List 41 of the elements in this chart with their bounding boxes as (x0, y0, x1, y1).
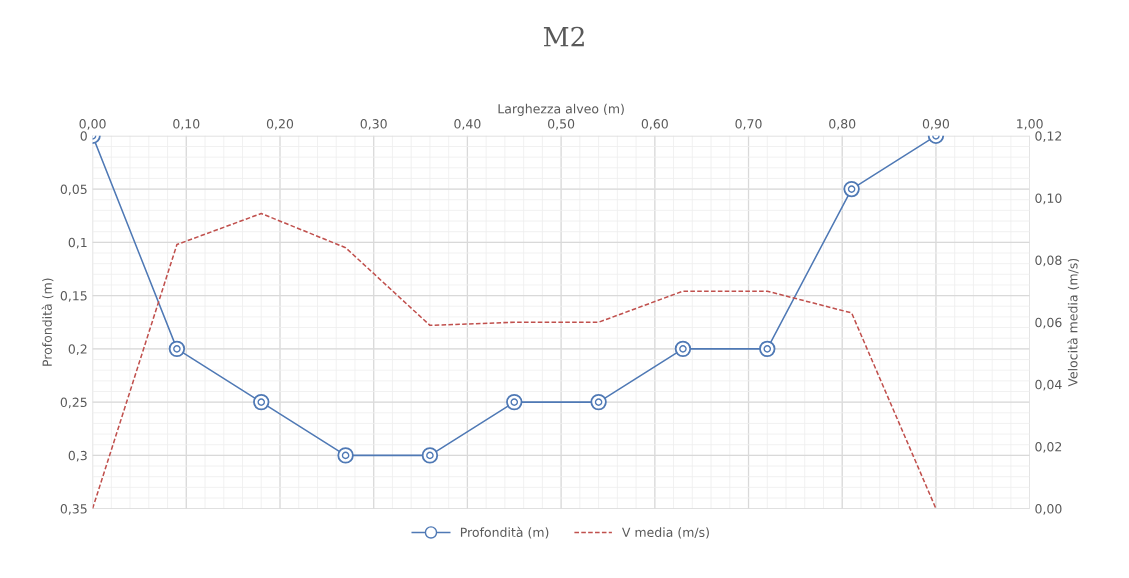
y2-tick-label: 0,00 (1035, 504, 1062, 515)
x-tick-label: 0,90 (922, 119, 950, 130)
point (337, 447, 354, 464)
y-tick-label: 0 (80, 131, 87, 141)
y2-tick-label: 0,08 (1035, 255, 1062, 267)
point (759, 340, 776, 358)
point (253, 393, 270, 411)
y2-tick-label: 0,04 (1035, 379, 1062, 391)
x-tick-label: 0,50 (548, 119, 575, 130)
x-tick-label: 0,30 (360, 119, 387, 130)
y-tick-label: 0,3 (68, 450, 87, 462)
x-tick-label: 0,40 (454, 119, 481, 130)
y-tick-label: 0,15 (60, 291, 87, 302)
y2-tick-label: 0,06 (1035, 317, 1062, 329)
x-tick-label: 0,70 (735, 119, 762, 130)
y-tick-label: 0,2 (68, 344, 87, 356)
point (674, 340, 692, 358)
x-tick-label: 0,80 (829, 119, 856, 130)
x-tick-label: 0,60 (641, 119, 668, 130)
chart-title: M2 (543, 26, 584, 47)
y2-tick-label: 0,10 (1035, 193, 1062, 205)
y2-tick-label: 0,02 (1035, 441, 1062, 453)
line-series (92, 212, 937, 509)
y2-tick-label: 0,12 (1035, 131, 1062, 143)
x-tick-label: 0,20 (266, 119, 294, 130)
y-axis-title: Profondità (m) (41, 278, 54, 366)
legend-label: Profondità (m) (460, 526, 549, 539)
y-tick-label: 0,25 (60, 397, 87, 409)
point (590, 393, 607, 411)
x-axis-title: Larghezza alveo (m) (498, 103, 624, 116)
point (168, 340, 186, 358)
y2-axis-title: Velocità media (m/s) (1067, 258, 1080, 387)
x-tick-label: 0,00 (79, 119, 106, 130)
y-tick-label: 0,1 (68, 237, 87, 249)
y-tick-label: 0,35 (60, 504, 87, 515)
x-tick-label: 0,10 (173, 119, 200, 130)
point (506, 393, 523, 411)
legend-label: V media (m/s) (622, 527, 709, 539)
point (421, 447, 439, 464)
y-tick-label: 0,05 (60, 184, 87, 196)
x-tick-label: 1,00 (1017, 119, 1043, 130)
